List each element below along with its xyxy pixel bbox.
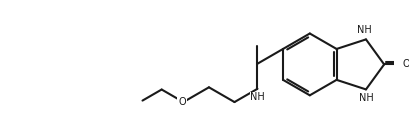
Text: NH: NH — [250, 92, 265, 102]
Text: O: O — [403, 59, 409, 69]
Text: NH: NH — [359, 93, 373, 103]
Text: NH: NH — [357, 25, 372, 35]
Text: O: O — [178, 97, 186, 107]
